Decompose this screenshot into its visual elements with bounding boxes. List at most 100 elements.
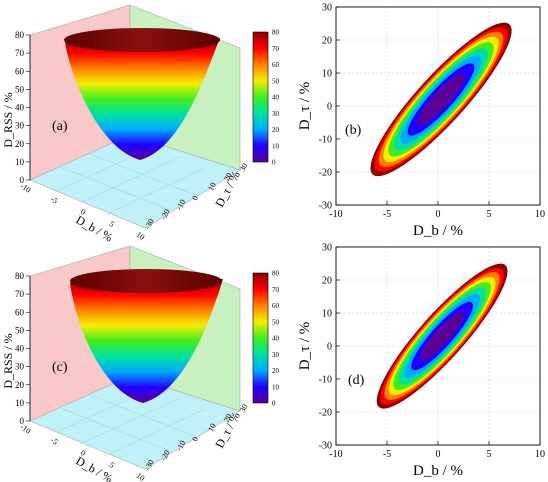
y-tick-label: 20 bbox=[222, 412, 234, 423]
colorbar-tick-label: 10 bbox=[272, 142, 280, 150]
x-tick-label: -5 bbox=[383, 209, 391, 220]
surface-bowl bbox=[65, 38, 220, 160]
z-tick-label: 60 bbox=[15, 307, 25, 317]
colorbar-tick-label: 20 bbox=[272, 126, 280, 134]
colorbar-tick-label: 50 bbox=[272, 318, 280, 326]
x-tick-label: 0 bbox=[436, 449, 441, 460]
y-tick-label: 0 bbox=[190, 194, 200, 202]
colorbar bbox=[252, 272, 269, 404]
surface-panel-c: 0 10 20 30 40 50 60 70 80 D_RSS / % (c) -10 -5 0 5 1… bbox=[1, 245, 280, 482]
z-tick-label: 80 bbox=[15, 30, 25, 40]
y-tick-label: -20 bbox=[319, 408, 332, 419]
y-tick-label: 10 bbox=[206, 422, 218, 433]
x-tick-label: 10 bbox=[135, 471, 147, 482]
y-tick-label: 20 bbox=[322, 276, 332, 287]
x-tick-label: -10 bbox=[329, 209, 342, 220]
x-tick-label: -10 bbox=[329, 449, 342, 460]
z-axis-label: D_RSS / % bbox=[1, 333, 15, 388]
x-tick-label: -5 bbox=[383, 449, 391, 460]
y-tick-label: -10 bbox=[174, 198, 187, 212]
surface-panel-a: 0 10 20 30 40 50 60 70 80 D_RSS / % (a) -10 -5 0 5 1… bbox=[1, 4, 280, 245]
colorbar-tick-label: 30 bbox=[272, 110, 280, 118]
contour-panel-b: -10 -5 0 5 10 -30 -20 -10 0 10 20 30 D_b / % D_τ / % (… bbox=[297, 3, 545, 240]
colorbar-tick-label: 40 bbox=[272, 94, 280, 102]
colorbar-tick-label: 10 bbox=[272, 383, 280, 391]
colorbar-tick-label: 70 bbox=[272, 286, 280, 294]
colorbar-tick-label: 20 bbox=[272, 367, 280, 375]
x-tick-label: 5 bbox=[107, 460, 115, 470]
y-tick-label: 30 bbox=[238, 403, 250, 414]
z-tick-label: 10 bbox=[15, 398, 25, 408]
z-tick-label: 80 bbox=[15, 271, 25, 281]
z-tick-label: 10 bbox=[15, 157, 25, 167]
floor-plane bbox=[29, 134, 241, 229]
z-tick-label: 50 bbox=[15, 84, 25, 94]
x-tick-label: 10 bbox=[135, 230, 147, 242]
z-tick-label: 0 bbox=[20, 175, 25, 185]
y-tick-label: 0 bbox=[327, 342, 332, 353]
contour-band bbox=[420, 311, 464, 361]
colorbar-tick-labels: 0 10 20 30 40 50 60 70 80 bbox=[272, 270, 280, 408]
x-tick-label: 0 bbox=[436, 209, 441, 220]
y-axis-label: D_τ / % bbox=[297, 322, 313, 371]
y-tick-label: 30 bbox=[322, 243, 332, 254]
x-tick-label: 5 bbox=[107, 219, 115, 229]
y-tick-label: 0 bbox=[190, 435, 200, 443]
colorbar-tick-label: 30 bbox=[272, 351, 280, 359]
contour-band bbox=[417, 73, 465, 125]
x-axis-label: D_b / % bbox=[413, 223, 463, 239]
z-tick-labels: 0 10 20 30 40 50 60 70 80 bbox=[15, 30, 30, 185]
z-tick-label: 50 bbox=[15, 325, 25, 335]
y-tick-label: 10 bbox=[206, 181, 218, 192]
colorbar-tick-label: 60 bbox=[272, 61, 280, 69]
surface-rim bbox=[70, 269, 222, 293]
floor-grid bbox=[54, 145, 206, 216]
y-tick-label: -20 bbox=[319, 168, 332, 179]
z-tick-label: 40 bbox=[15, 344, 25, 354]
colorbar-tick-label: 60 bbox=[272, 302, 280, 310]
x-tick-label: 0 bbox=[79, 207, 87, 217]
y-tick-label: 20 bbox=[322, 36, 332, 47]
x-tick-label: -5 bbox=[49, 435, 60, 446]
y-tick-labels: 30 20 10 0-10-20-30 bbox=[143, 403, 250, 472]
z-tick-label: 70 bbox=[15, 48, 25, 58]
panel-letter-a: (a) bbox=[52, 119, 68, 134]
y-tick-label: -20 bbox=[159, 449, 172, 463]
z-tick-label: 60 bbox=[15, 66, 25, 76]
surface-bowl bbox=[70, 279, 223, 403]
y-tick-label: 30 bbox=[322, 3, 332, 14]
x-tick-label: 5 bbox=[487, 449, 492, 460]
x-tick-label: 0 bbox=[79, 448, 87, 458]
colorbar-tick-label: 50 bbox=[272, 77, 280, 85]
colorbar-tick-label: 80 bbox=[272, 29, 280, 37]
y-tick-label: -10 bbox=[174, 439, 187, 453]
x-tick-label: 5 bbox=[487, 209, 492, 220]
colorbar-tick-label: 0 bbox=[272, 159, 276, 167]
x-axis-label: D_b / % bbox=[74, 212, 116, 244]
panel-letter: (b) bbox=[345, 123, 362, 138]
y-tick-label: -30 bbox=[143, 217, 156, 231]
floor-plane bbox=[29, 375, 241, 470]
z-axis-label: D_RSS / % bbox=[1, 92, 15, 147]
z-tick-label: 70 bbox=[15, 289, 25, 299]
z-tick-labels: 0 10 20 30 40 50 60 70 80 bbox=[15, 271, 30, 426]
z-tick-label: 0 bbox=[20, 416, 25, 426]
y-tick-label: -10 bbox=[319, 135, 332, 146]
x-tick-label: -5 bbox=[49, 194, 60, 205]
z-tick-label: 40 bbox=[15, 103, 25, 113]
y-tick-label: -20 bbox=[159, 208, 172, 222]
z-tick-label: 30 bbox=[15, 362, 25, 372]
surface-rim bbox=[64, 28, 220, 52]
z-tick-label: 30 bbox=[15, 121, 25, 131]
y-axis-label: D_τ / % bbox=[297, 82, 313, 131]
colorbar-tick-label: 80 bbox=[272, 270, 280, 278]
panel-letter-c: (c) bbox=[52, 360, 68, 375]
y-tick-labels: 30 20 10 0-10-20-30 bbox=[143, 162, 250, 231]
y-tick-label: 10 bbox=[322, 309, 332, 320]
colorbar bbox=[252, 31, 269, 163]
z-tick-label: 20 bbox=[15, 139, 25, 149]
y-tick-label: 20 bbox=[222, 171, 234, 182]
y-tick-label: -30 bbox=[319, 441, 332, 452]
colorbar-tick-label: 70 bbox=[272, 45, 280, 53]
